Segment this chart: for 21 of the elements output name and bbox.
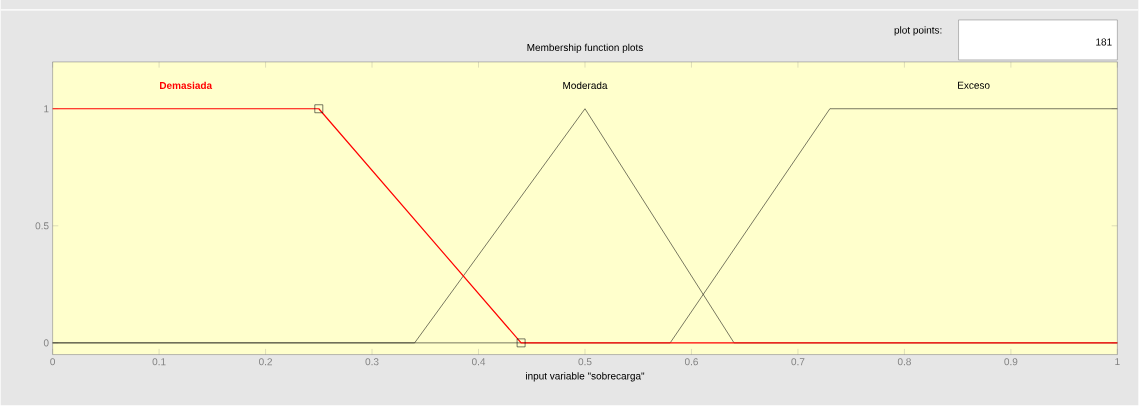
y-tick-label: 0 (43, 339, 49, 347)
x-tick-label: 0.5 (578, 358, 592, 366)
x-tick-label: 0.9 (1004, 358, 1018, 366)
x-tick-label: 0.8 (897, 358, 911, 366)
chart-title: Membership function plots (527, 43, 643, 54)
x-tick-label: 0.6 (684, 358, 698, 366)
x-tick-label: 0 (50, 358, 55, 366)
x-tick-label: 0.1 (152, 358, 166, 366)
series-label: Exceso (958, 82, 990, 90)
x-axis-title: input variable "sobrecarga" (526, 372, 645, 382)
x-tick-label: 0.7 (791, 358, 805, 366)
x-tick-label: 0.3 (365, 358, 379, 366)
text: plot points: (894, 26, 942, 36)
y-tick-label: 0.5 (35, 222, 49, 230)
series-label: Demasiada (160, 81, 213, 90)
text: 181 (1096, 38, 1112, 46)
x-tick-label: 0.4 (471, 358, 486, 366)
x-tick-label: 0.2 (259, 358, 273, 366)
y-tick-label: 1 (44, 105, 49, 113)
x-tick-label: 1 (1115, 358, 1120, 366)
text: Moderada (563, 81, 608, 90)
